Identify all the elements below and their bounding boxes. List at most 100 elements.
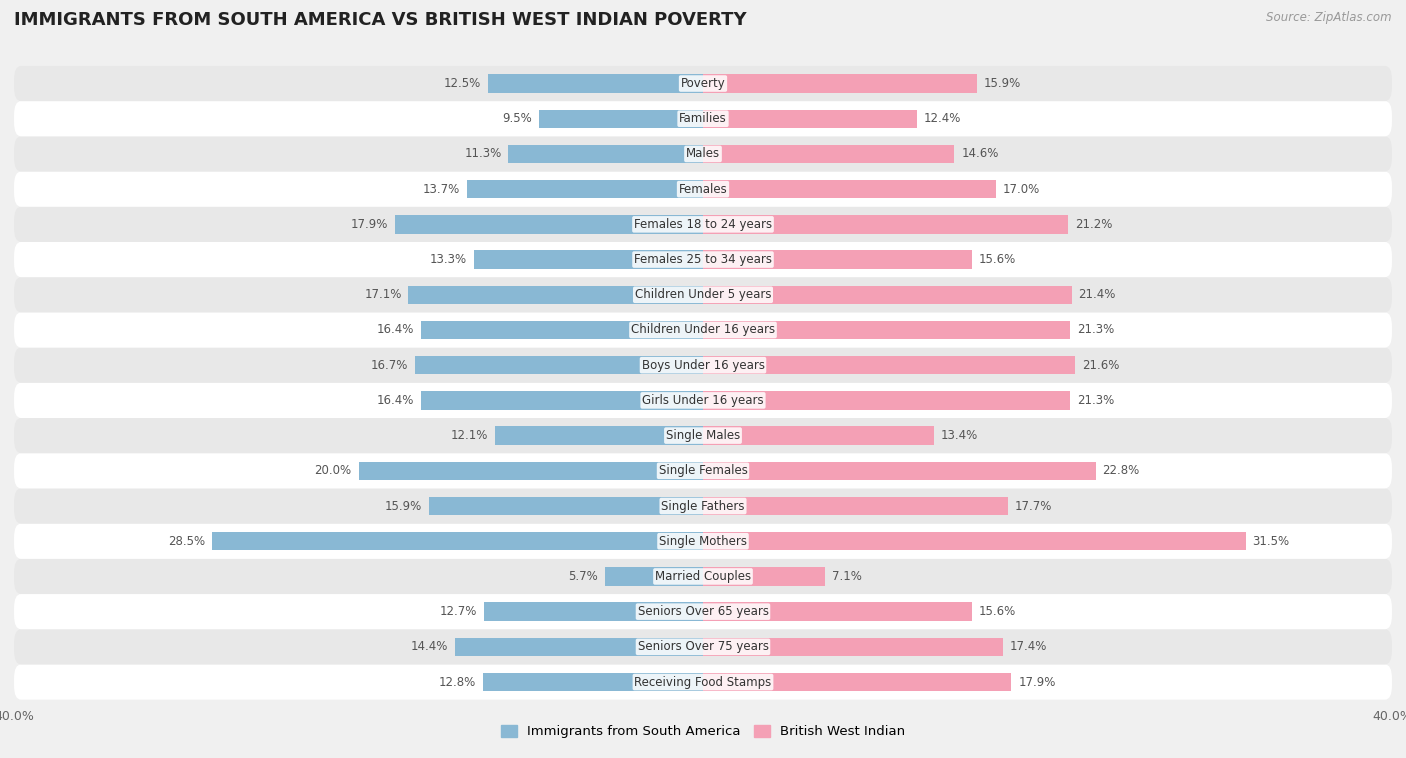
FancyBboxPatch shape bbox=[14, 101, 1392, 136]
Text: IMMIGRANTS FROM SOUTH AMERICA VS BRITISH WEST INDIAN POVERTY: IMMIGRANTS FROM SOUTH AMERICA VS BRITISH… bbox=[14, 11, 747, 30]
FancyBboxPatch shape bbox=[14, 488, 1392, 524]
Bar bbox=[703, 180, 995, 199]
Bar bbox=[495, 427, 703, 445]
FancyBboxPatch shape bbox=[14, 136, 1392, 171]
Text: 5.7%: 5.7% bbox=[568, 570, 598, 583]
FancyBboxPatch shape bbox=[14, 171, 1392, 207]
Text: 14.6%: 14.6% bbox=[962, 148, 998, 161]
Bar bbox=[703, 356, 1076, 374]
Bar bbox=[703, 496, 1008, 515]
Bar bbox=[605, 567, 703, 586]
Bar bbox=[456, 637, 703, 656]
Text: Boys Under 16 years: Boys Under 16 years bbox=[641, 359, 765, 371]
Text: Females 18 to 24 years: Females 18 to 24 years bbox=[634, 218, 772, 231]
Bar bbox=[703, 637, 1002, 656]
Text: Seniors Over 75 years: Seniors Over 75 years bbox=[637, 641, 769, 653]
FancyBboxPatch shape bbox=[14, 242, 1392, 277]
Text: 15.6%: 15.6% bbox=[979, 605, 1015, 618]
Bar bbox=[415, 356, 703, 374]
Bar bbox=[703, 603, 972, 621]
Legend: Immigrants from South America, British West Indian: Immigrants from South America, British W… bbox=[495, 719, 911, 744]
Text: Receiving Food Stamps: Receiving Food Stamps bbox=[634, 675, 772, 688]
Text: Children Under 5 years: Children Under 5 years bbox=[634, 288, 772, 301]
FancyBboxPatch shape bbox=[14, 629, 1392, 665]
FancyBboxPatch shape bbox=[14, 312, 1392, 348]
Text: 16.4%: 16.4% bbox=[377, 324, 413, 337]
Bar bbox=[703, 286, 1071, 304]
Text: Families: Families bbox=[679, 112, 727, 125]
FancyBboxPatch shape bbox=[14, 665, 1392, 700]
Bar bbox=[420, 321, 703, 339]
FancyBboxPatch shape bbox=[14, 383, 1392, 418]
Bar bbox=[488, 74, 703, 92]
Text: 15.9%: 15.9% bbox=[385, 500, 422, 512]
Bar bbox=[429, 496, 703, 515]
Bar bbox=[703, 145, 955, 163]
Bar bbox=[703, 391, 1070, 409]
Text: 28.5%: 28.5% bbox=[169, 534, 205, 548]
Text: Single Fathers: Single Fathers bbox=[661, 500, 745, 512]
Text: 17.4%: 17.4% bbox=[1010, 641, 1047, 653]
Text: Poverty: Poverty bbox=[681, 77, 725, 90]
Text: Children Under 16 years: Children Under 16 years bbox=[631, 324, 775, 337]
Bar bbox=[509, 145, 703, 163]
Bar bbox=[212, 532, 703, 550]
Text: 16.4%: 16.4% bbox=[377, 394, 413, 407]
Text: 21.3%: 21.3% bbox=[1077, 394, 1114, 407]
Text: Single Mothers: Single Mothers bbox=[659, 534, 747, 548]
FancyBboxPatch shape bbox=[14, 348, 1392, 383]
Bar bbox=[703, 250, 972, 269]
Text: 12.8%: 12.8% bbox=[439, 675, 475, 688]
FancyBboxPatch shape bbox=[14, 277, 1392, 312]
FancyBboxPatch shape bbox=[14, 207, 1392, 242]
Text: 21.2%: 21.2% bbox=[1076, 218, 1112, 231]
Bar bbox=[703, 462, 1095, 480]
Text: 17.9%: 17.9% bbox=[1018, 675, 1056, 688]
Text: 11.3%: 11.3% bbox=[464, 148, 502, 161]
Text: 17.0%: 17.0% bbox=[1002, 183, 1040, 196]
Text: 13.3%: 13.3% bbox=[430, 253, 467, 266]
Text: Seniors Over 65 years: Seniors Over 65 years bbox=[637, 605, 769, 618]
FancyBboxPatch shape bbox=[14, 594, 1392, 629]
Text: 12.1%: 12.1% bbox=[450, 429, 488, 442]
Bar bbox=[420, 391, 703, 409]
FancyBboxPatch shape bbox=[14, 66, 1392, 101]
FancyBboxPatch shape bbox=[14, 418, 1392, 453]
Text: Males: Males bbox=[686, 148, 720, 161]
Text: 14.4%: 14.4% bbox=[411, 641, 449, 653]
Text: Females 25 to 34 years: Females 25 to 34 years bbox=[634, 253, 772, 266]
Text: 15.6%: 15.6% bbox=[979, 253, 1015, 266]
Text: 12.7%: 12.7% bbox=[440, 605, 478, 618]
Text: Single Females: Single Females bbox=[658, 465, 748, 478]
Text: Girls Under 16 years: Girls Under 16 years bbox=[643, 394, 763, 407]
FancyBboxPatch shape bbox=[14, 524, 1392, 559]
Text: 21.6%: 21.6% bbox=[1083, 359, 1119, 371]
Text: 9.5%: 9.5% bbox=[503, 112, 533, 125]
Bar bbox=[703, 567, 825, 586]
Text: 17.9%: 17.9% bbox=[350, 218, 388, 231]
Text: 12.4%: 12.4% bbox=[924, 112, 960, 125]
FancyBboxPatch shape bbox=[14, 453, 1392, 488]
Bar bbox=[474, 250, 703, 269]
Text: 16.7%: 16.7% bbox=[371, 359, 409, 371]
Text: Females: Females bbox=[679, 183, 727, 196]
Bar bbox=[395, 215, 703, 233]
Bar bbox=[703, 427, 934, 445]
Bar bbox=[703, 321, 1070, 339]
Text: 22.8%: 22.8% bbox=[1102, 465, 1140, 478]
Bar bbox=[540, 110, 703, 128]
Bar bbox=[703, 673, 1011, 691]
Bar bbox=[484, 603, 703, 621]
Bar bbox=[703, 74, 977, 92]
Text: 20.0%: 20.0% bbox=[315, 465, 352, 478]
Text: 15.9%: 15.9% bbox=[984, 77, 1021, 90]
FancyBboxPatch shape bbox=[14, 559, 1392, 594]
Text: 12.5%: 12.5% bbox=[443, 77, 481, 90]
Bar bbox=[409, 286, 703, 304]
Text: 13.4%: 13.4% bbox=[941, 429, 979, 442]
Bar bbox=[467, 180, 703, 199]
Bar bbox=[703, 532, 1246, 550]
Text: 7.1%: 7.1% bbox=[832, 570, 862, 583]
Text: 13.7%: 13.7% bbox=[423, 183, 460, 196]
Bar bbox=[703, 110, 917, 128]
